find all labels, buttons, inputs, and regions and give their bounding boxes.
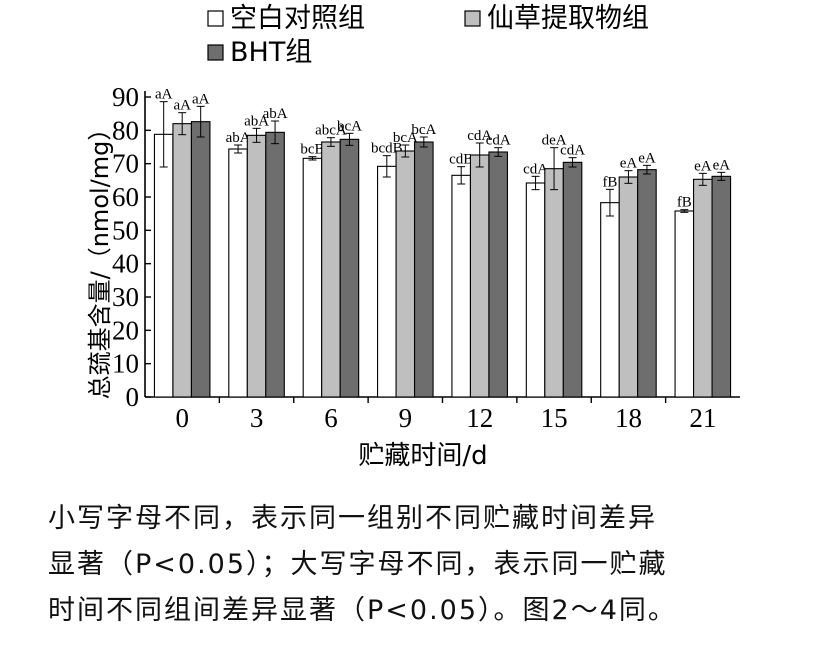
significance-label: aA xyxy=(155,87,173,103)
significance-label: cdA xyxy=(467,128,492,144)
significance-label: abcA xyxy=(315,123,347,139)
bar xyxy=(302,157,323,398)
y-tick-label: 30 xyxy=(112,282,139,312)
significance-label: cdB xyxy=(449,152,473,168)
bar xyxy=(190,121,211,398)
y-tick-label: 20 xyxy=(112,315,139,345)
bar xyxy=(321,141,341,398)
bar xyxy=(172,123,192,398)
bar xyxy=(637,169,657,398)
y-tick-label: 40 xyxy=(112,249,139,279)
bar xyxy=(711,175,732,398)
legend-swatch xyxy=(464,10,481,27)
significance-label: eA xyxy=(620,156,638,172)
y-tick-label: 80 xyxy=(112,115,139,145)
bar xyxy=(674,210,695,398)
significance-label: bcB xyxy=(300,142,324,158)
significance-label: abA xyxy=(226,130,251,146)
y-tick-label: 50 xyxy=(112,215,139,245)
x-tick-label: 9 xyxy=(399,403,413,433)
bar xyxy=(153,133,174,398)
bar xyxy=(600,202,620,398)
x-tick-label: 18 xyxy=(615,403,642,433)
figure-caption: 小写字母不同，表示同一组别不同贮藏时间差异 显著（P<0.05）；大写字母不同，… xyxy=(48,496,818,634)
y-tick-label: 0 xyxy=(126,382,140,412)
bar xyxy=(228,148,248,398)
legend: 空白对照组 仙草提取物组 BHT组 xyxy=(207,3,649,68)
significance-label: bcdB xyxy=(371,141,403,157)
bar xyxy=(451,174,471,398)
significance-label: cdA xyxy=(523,161,548,177)
significance-label: fB xyxy=(677,195,692,211)
bar xyxy=(246,134,267,398)
significance-label: eA xyxy=(694,158,712,174)
significance-label: aA xyxy=(173,98,191,114)
bar xyxy=(414,141,434,398)
significance-label: eA xyxy=(713,157,731,173)
x-tick-label: 15 xyxy=(541,403,568,433)
x-tick-label: 21 xyxy=(689,403,716,433)
significance-label: abA xyxy=(244,113,269,129)
significance-label: eA xyxy=(638,150,656,166)
bar xyxy=(395,150,416,398)
significance-label: bcA xyxy=(337,118,362,134)
x-tick-label: 6 xyxy=(324,403,338,433)
significance-label: cdA xyxy=(560,143,585,159)
legend-swatch xyxy=(207,10,224,27)
significance-label: bcA xyxy=(411,122,436,138)
x-axis-label: 贮藏时间/d xyxy=(358,441,487,471)
caption-line-2: 显著（P<0.05）；大写字母不同，表示同一贮藏 xyxy=(48,549,668,580)
y-tick-label: 60 xyxy=(112,182,139,212)
bar xyxy=(339,138,360,398)
legend-swatch xyxy=(207,44,224,61)
x-tick-label: 12 xyxy=(466,403,493,433)
legend-label: 空白对照组 xyxy=(230,3,365,34)
y-tick-label: 90 xyxy=(112,82,139,112)
significance-label: deA xyxy=(542,133,567,149)
caption-line-3: 时间不同组间差异显著（P<0.05）。图2～4同。 xyxy=(48,595,677,626)
significance-label: bcA xyxy=(393,130,418,146)
bar xyxy=(377,165,397,398)
bar xyxy=(488,151,508,398)
bar xyxy=(618,176,639,398)
bar xyxy=(525,182,546,398)
bar xyxy=(544,168,564,398)
x-tick-label: 3 xyxy=(250,403,264,433)
significance-label: aA xyxy=(192,91,210,107)
legend-label: BHT组 xyxy=(230,37,312,68)
significance-label: abA xyxy=(263,106,288,122)
bar xyxy=(562,161,583,398)
bar xyxy=(265,131,285,398)
y-axis-label: 总巯基含量/（nmol/mg） xyxy=(86,117,114,400)
significance-label: cdA xyxy=(486,133,511,149)
x-tick-label: 0 xyxy=(175,403,189,433)
significance-label: fB xyxy=(602,174,617,190)
caption-line-1: 小写字母不同，表示同一组别不同贮藏时间差异 xyxy=(48,503,657,534)
legend-label: 仙草提取物组 xyxy=(487,3,649,34)
bar xyxy=(469,154,490,398)
y-tick-label: 70 xyxy=(112,149,139,179)
y-tick-label: 10 xyxy=(112,349,139,379)
bar xyxy=(693,178,713,398)
